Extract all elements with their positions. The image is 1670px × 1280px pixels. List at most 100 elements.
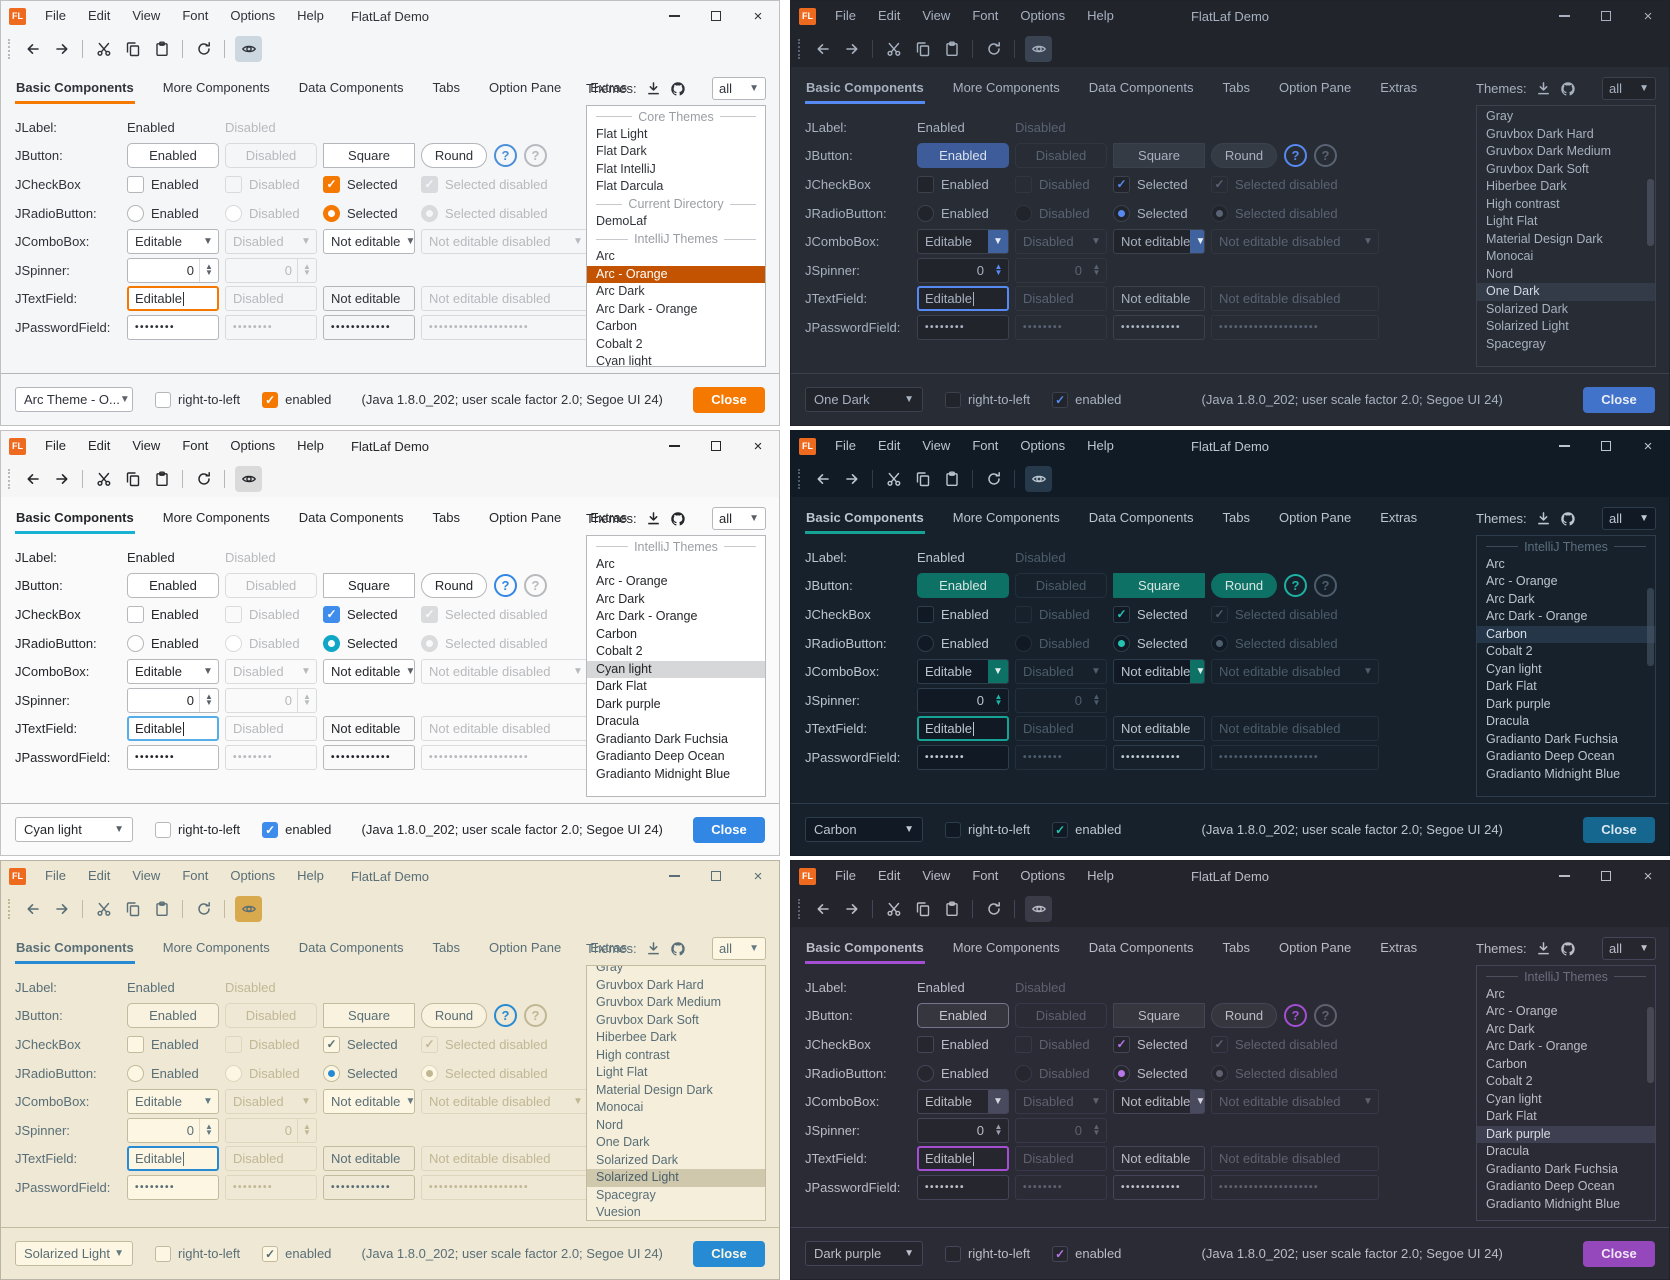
enabled-button[interactable]: Enabled [917,573,1009,599]
checkbox-enabled[interactable]: Enabled [917,175,1009,193]
theme-select-dropdown[interactable]: Arc Theme - O... ▼ [15,387,133,412]
theme-list-item[interactable]: Cyan light [596,354,652,367]
show-hidden-toggle[interactable] [235,466,262,492]
tab-more-components[interactable]: More Components [952,940,1060,955]
help-button[interactable]: ? [1284,1004,1307,1028]
tab-option-pane[interactable]: Option Pane [1278,940,1352,955]
theme-list-item[interactable]: Cobalt 2 [1486,644,1533,658]
checkbox-selected[interactable]: Selected [1113,605,1205,623]
theme-list-item[interactable]: Gradianto Deep Ocean [1486,1179,1615,1193]
menu-help[interactable]: Help [297,8,324,23]
textfield-editable[interactable]: Editable [127,716,219,742]
checkbox-selected[interactable]: Selected [1113,1035,1205,1053]
tab-more-components[interactable]: More Components [162,940,270,955]
toolbar-grip[interactable] [798,39,802,59]
github-button[interactable] [670,941,686,957]
theme-list-item[interactable]: Gray [596,965,624,974]
download-themes-button[interactable] [1536,941,1551,956]
passwordfield-not-editable[interactable]: •••••••••••• [323,314,415,340]
download-themes-button[interactable] [1536,81,1551,96]
theme-list-item[interactable]: Gruvbox Dark Soft [596,1012,699,1027]
combobox-editable[interactable]: Editable ▼ [917,229,1009,255]
maximize-button[interactable] [1585,1,1627,31]
cut-button[interactable] [90,466,117,492]
theme-list-item[interactable]: Solarized Dark [596,1152,678,1167]
tab-basic-components[interactable]: Basic Components [15,505,135,534]
theme-list-item[interactable]: Arc Dark - Orange [1486,609,1588,623]
tab-option-pane[interactable]: Option Pane [488,510,562,525]
square-button[interactable]: Square [323,573,415,599]
menu-file[interactable]: File [45,438,66,453]
theme-list-item[interactable]: Gray [1486,109,1514,123]
enabled-checkbox[interactable]: enabled [1052,1245,1121,1262]
refresh-button[interactable] [190,466,217,492]
enabled-checkbox[interactable]: enabled [1052,391,1121,408]
spinner-enabled[interactable]: 0 ▲ ▼ [127,687,219,713]
checkbox-selected[interactable]: Selected [323,175,415,193]
passwordfield-not-editable[interactable]: •••••••••••• [1113,1174,1205,1200]
right-to-left-checkbox[interactable]: right-to-left [945,821,1030,838]
round-button[interactable]: Round [1211,143,1277,169]
theme-list-item[interactable]: DemoLaf [596,214,647,228]
theme-list-item[interactable]: Material Design Dark [1486,231,1603,246]
square-button[interactable]: Square [323,143,415,169]
forward-button[interactable] [838,896,865,922]
combobox-editable[interactable]: Editable ▼ [127,659,219,685]
paste-button[interactable] [148,36,175,62]
theme-list[interactable]: IntelliJ Themes Arc Arc - Orange Arc Dark Ar… [1476,965,1656,1221]
scrollbar-thumb[interactable] [1647,588,1654,666]
combobox-not-editable[interactable]: Not editable ▼ [323,229,415,255]
theme-list-item[interactable]: Spacegray [596,1187,656,1202]
minimize-button[interactable] [1543,431,1585,461]
theme-list-item[interactable]: Dark Flat [596,679,647,693]
minimize-button[interactable] [1543,861,1585,891]
round-button[interactable]: Round [1211,573,1277,599]
menu-edit[interactable]: Edit [877,868,901,883]
passwordfield-not-editable[interactable]: •••••••••••• [323,1174,415,1200]
theme-list-item[interactable]: Vuesion [596,1205,641,1219]
copy-button[interactable] [909,896,936,922]
theme-list-item[interactable]: Flat Light [596,126,648,141]
github-button[interactable] [1560,81,1576,97]
theme-list-item[interactable]: Light Flat [1486,214,1538,228]
themes-filter-dropdown[interactable]: all ▼ [1602,507,1656,530]
maximize-button[interactable] [1585,431,1627,461]
tab-option-pane[interactable]: Option Pane [1278,80,1352,95]
checkbox-enabled[interactable]: Enabled [917,605,1009,623]
theme-list-item[interactable]: Gradianto Midnight Blue [1486,766,1621,781]
menu-font[interactable]: Font [182,8,209,23]
enabled-checkbox[interactable]: enabled [262,1245,331,1262]
radio-enabled[interactable]: Enabled [127,1064,219,1082]
theme-list-item[interactable]: Gradianto Dark Fuchsia [596,731,729,746]
tab-extras[interactable]: Extras [1380,510,1418,525]
theme-list-item[interactable]: Arc [1486,556,1505,571]
textfield-editable[interactable]: Editable [917,1146,1009,1172]
back-button[interactable] [809,36,836,62]
theme-list-item[interactable]: Cyan light [1486,661,1542,676]
menu-view[interactable]: View [132,8,161,23]
tab-option-pane[interactable]: Option Pane [488,940,562,955]
radio-enabled[interactable]: Enabled [917,1064,1009,1082]
theme-list-item[interactable]: Gradianto Dark Fuchsia [1486,1161,1619,1176]
round-button[interactable]: Round [421,573,487,599]
checkbox-selected[interactable]: Selected [323,1035,415,1053]
checkbox-enabled[interactable]: Enabled [127,1035,219,1053]
spinner-arrows-icon[interactable]: ▲ ▼ [994,262,1003,278]
round-button[interactable]: Round [1211,1003,1277,1029]
forward-button[interactable] [48,36,75,62]
help-button[interactable]: ? [494,574,517,598]
theme-list-item[interactable]: Gradianto Midnight Blue [596,766,731,781]
theme-list-item[interactable]: Gruvbox Dark Medium [1486,144,1612,158]
themes-filter-dropdown[interactable]: all ▼ [712,507,766,530]
checkbox-enabled[interactable]: Enabled [127,175,219,193]
theme-list-item[interactable]: Carbon [596,319,637,333]
enabled-button[interactable]: Enabled [127,573,219,599]
theme-list-item[interactable]: One Dark [596,1135,650,1149]
right-to-left-checkbox[interactable]: right-to-left [155,1245,240,1262]
refresh-button[interactable] [190,896,217,922]
tab-data-components[interactable]: Data Components [298,510,404,525]
theme-list[interactable]: IntelliJ Themes Arc Arc - Orange Arc Dark Ar… [1476,535,1656,797]
combobox-not-editable[interactable]: Not editable ▼ [1113,229,1205,255]
maximize-button[interactable] [695,861,737,891]
radio-enabled[interactable]: Enabled [917,634,1009,652]
